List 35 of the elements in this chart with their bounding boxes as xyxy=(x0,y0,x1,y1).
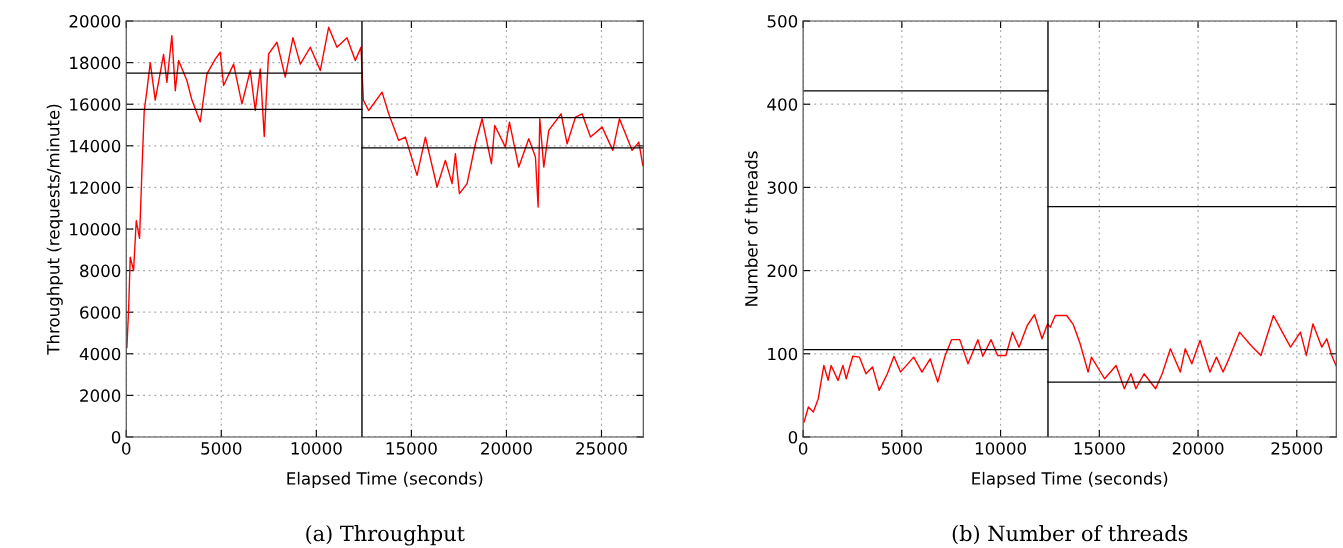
y-tick-label: 500 xyxy=(767,15,798,28)
x-tick-label: 10000 xyxy=(291,442,342,455)
x-tick-label: 15000 xyxy=(386,442,437,455)
y-tick-label: 0 xyxy=(111,430,121,444)
y-tick-label: 14000 xyxy=(70,139,121,153)
y-tick-label: 400 xyxy=(767,98,798,111)
x-axis-title: Elapsed Time (seconds) xyxy=(287,471,483,488)
x-tick-label: 10000 xyxy=(975,442,1026,455)
x-tick-label: 5000 xyxy=(201,442,242,455)
y-tick-label: 20000 xyxy=(69,15,121,28)
y-tick-label: 0 xyxy=(788,430,798,444)
y-tick-label: 100 xyxy=(768,347,798,361)
x-tick-label: 25000 xyxy=(576,442,627,455)
y-tick-label: 6000 xyxy=(80,306,121,319)
x-tick-label: 5000 xyxy=(881,442,922,455)
x-tick-label: 15000 xyxy=(1074,442,1125,455)
x-tick-label: 25000 xyxy=(1271,442,1323,455)
y-tick-label: 4000 xyxy=(79,347,121,361)
y-tick-label: 2000 xyxy=(80,389,121,402)
x-tick-label: 0 xyxy=(798,442,808,455)
text: (b) Number of threads xyxy=(952,525,1188,545)
x-tick-label: 20000 xyxy=(1172,442,1224,455)
y-tick-label: 8000 xyxy=(80,264,121,278)
text: (a) Throughput xyxy=(306,525,465,546)
y-tick-label: 200 xyxy=(767,264,798,278)
y-axis-title: Number of threads xyxy=(744,151,758,306)
x-axis-title: Elapsed Time (seconds) xyxy=(972,471,1168,488)
y-axis-title: Throughput (requests/minute) xyxy=(46,104,63,355)
y-tick-label: 18000 xyxy=(70,56,121,70)
y-tick-label: 16000 xyxy=(70,98,121,111)
y-tick-label: 12000 xyxy=(70,181,121,194)
y-tick-label: 10000 xyxy=(70,222,121,236)
y-tick-label: 300 xyxy=(767,181,798,194)
x-tick-label: 20000 xyxy=(481,442,532,455)
x-tick-label: 0 xyxy=(122,442,131,455)
